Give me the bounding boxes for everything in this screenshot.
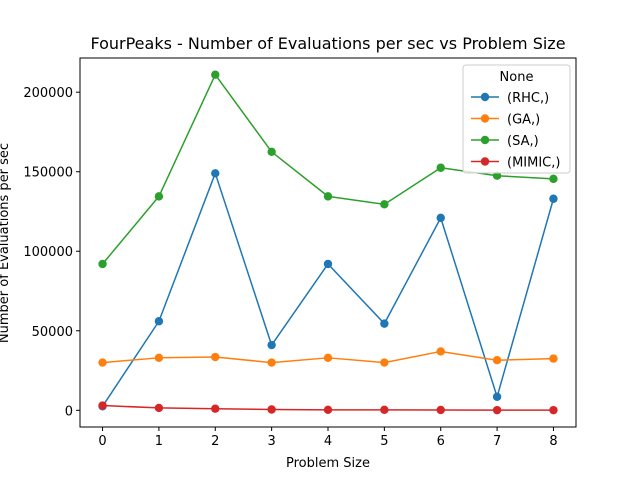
data-point-2-3	[267, 147, 276, 157]
data-point-3-1	[154, 403, 164, 413]
legend: None (RHC,) (GA,) (SA,) (MIMIC,)	[462, 64, 571, 174]
y-tick-label-50000: 50000	[32, 325, 73, 340]
x-tick-label-0: 0	[98, 434, 106, 449]
data-point-3-4	[323, 405, 333, 415]
data-point-1-2	[211, 352, 220, 362]
x-tick-label-4: 4	[324, 434, 332, 449]
data-point-2-4	[323, 192, 333, 201]
x-tick-label-7: 7	[493, 434, 501, 449]
legend-label-3: (MIMIC,)	[507, 156, 560, 171]
y-axis-label: Number of Evaluations per sec	[0, 143, 12, 343]
legend-label-1: (GA,)	[507, 113, 540, 128]
x-tick-label-5: 5	[380, 434, 388, 449]
x-tick-label-6: 6	[437, 434, 445, 449]
data-point-3-6	[436, 405, 445, 415]
data-point-0-7	[492, 392, 502, 401]
data-point-1-5	[380, 358, 389, 367]
data-point-0-2	[211, 169, 220, 178]
data-point-2-7	[492, 171, 502, 180]
data-point-2-0	[98, 259, 107, 269]
data-point-0-5	[380, 319, 389, 328]
data-point-0-6	[436, 213, 445, 223]
x-tick-label-3: 3	[267, 434, 275, 449]
x-tick-label-8: 8	[549, 434, 557, 449]
data-point-3-0	[98, 401, 107, 410]
x-axis-label: Problem Size	[286, 456, 370, 471]
data-point-1-8	[549, 354, 558, 363]
x-tick-label-2: 2	[211, 434, 219, 449]
data-point-2-1	[154, 192, 164, 201]
data-point-2-2	[211, 70, 220, 79]
data-point-1-3	[267, 358, 276, 367]
series-line-0	[101, 172, 555, 407]
chart-title: FourPeaks - Number of Evaluations per se…	[90, 34, 565, 53]
data-point-2-5	[380, 200, 389, 209]
y-tick-label-100000: 100000	[23, 245, 73, 260]
data-point-3-8	[549, 405, 558, 415]
data-point-1-6	[436, 347, 445, 356]
plot-area: 0 1 2 3 4 5 6 7 8 0 50000 100000 150000 200000	[23, 57, 577, 449]
data-point-2-8	[549, 174, 558, 184]
legend-box	[462, 64, 571, 174]
data-point-1-7	[492, 356, 502, 365]
y-tick-label-0: 0	[65, 404, 73, 419]
data-point-0-8	[549, 194, 558, 203]
y-tick-label-150000: 150000	[23, 166, 73, 181]
data-point-3-7	[492, 405, 502, 415]
legend-marker-3	[480, 157, 490, 166]
data-point-0-4	[323, 259, 333, 269]
data-point-0-1	[154, 317, 164, 326]
legend-marker-1	[480, 114, 490, 123]
data-point-0-3	[267, 340, 276, 350]
data-point-1-4	[323, 353, 333, 363]
data-point-3-2	[211, 404, 220, 413]
legend-marker-0	[480, 92, 490, 102]
y-tick-label-200000: 200000	[23, 86, 73, 101]
legend-marker-2	[480, 135, 490, 145]
x-tick-label-1: 1	[155, 434, 163, 449]
legend-title: None	[500, 70, 534, 85]
data-point-1-0	[98, 358, 107, 367]
legend-label-0: (RHC,)	[507, 91, 549, 106]
data-point-2-6	[436, 163, 445, 172]
legend-label-2: (SA,)	[507, 134, 539, 149]
data-point-3-3	[267, 405, 276, 414]
data-point-1-1	[154, 353, 164, 363]
data-point-3-5	[380, 405, 389, 415]
